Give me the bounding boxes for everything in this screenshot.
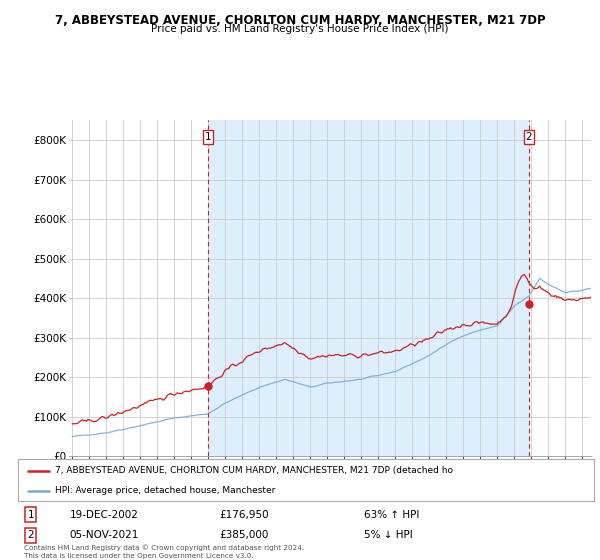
Text: 1: 1 (28, 510, 34, 520)
Text: 7, ABBEYSTEAD AVENUE, CHORLTON CUM HARDY, MANCHESTER, M21 7DP: 7, ABBEYSTEAD AVENUE, CHORLTON CUM HARDY… (55, 14, 545, 27)
Text: This data is licensed under the Open Government Licence v3.0.: This data is licensed under the Open Gov… (24, 553, 254, 559)
Text: £176,950: £176,950 (220, 510, 269, 520)
Text: 2: 2 (28, 530, 34, 540)
Text: 1: 1 (205, 132, 211, 142)
Text: HPI: Average price, detached house, Manchester: HPI: Average price, detached house, Manc… (55, 486, 276, 495)
Text: 5% ↓ HPI: 5% ↓ HPI (364, 530, 412, 540)
Bar (208, 120, 529, 456)
Text: 63% ↑ HPI: 63% ↑ HPI (364, 510, 419, 520)
Text: 05-NOV-2021: 05-NOV-2021 (70, 530, 139, 540)
Text: 2: 2 (526, 132, 532, 142)
Text: 7, ABBEYSTEAD AVENUE, CHORLTON CUM HARDY, MANCHESTER, M21 7DP (detached ho: 7, ABBEYSTEAD AVENUE, CHORLTON CUM HARDY… (55, 466, 454, 475)
Text: Contains HM Land Registry data © Crown copyright and database right 2024.: Contains HM Land Registry data © Crown c… (24, 544, 304, 551)
Text: Price paid vs. HM Land Registry's House Price Index (HPI): Price paid vs. HM Land Registry's House … (151, 24, 449, 34)
Text: £385,000: £385,000 (220, 530, 269, 540)
Text: 19-DEC-2002: 19-DEC-2002 (70, 510, 139, 520)
